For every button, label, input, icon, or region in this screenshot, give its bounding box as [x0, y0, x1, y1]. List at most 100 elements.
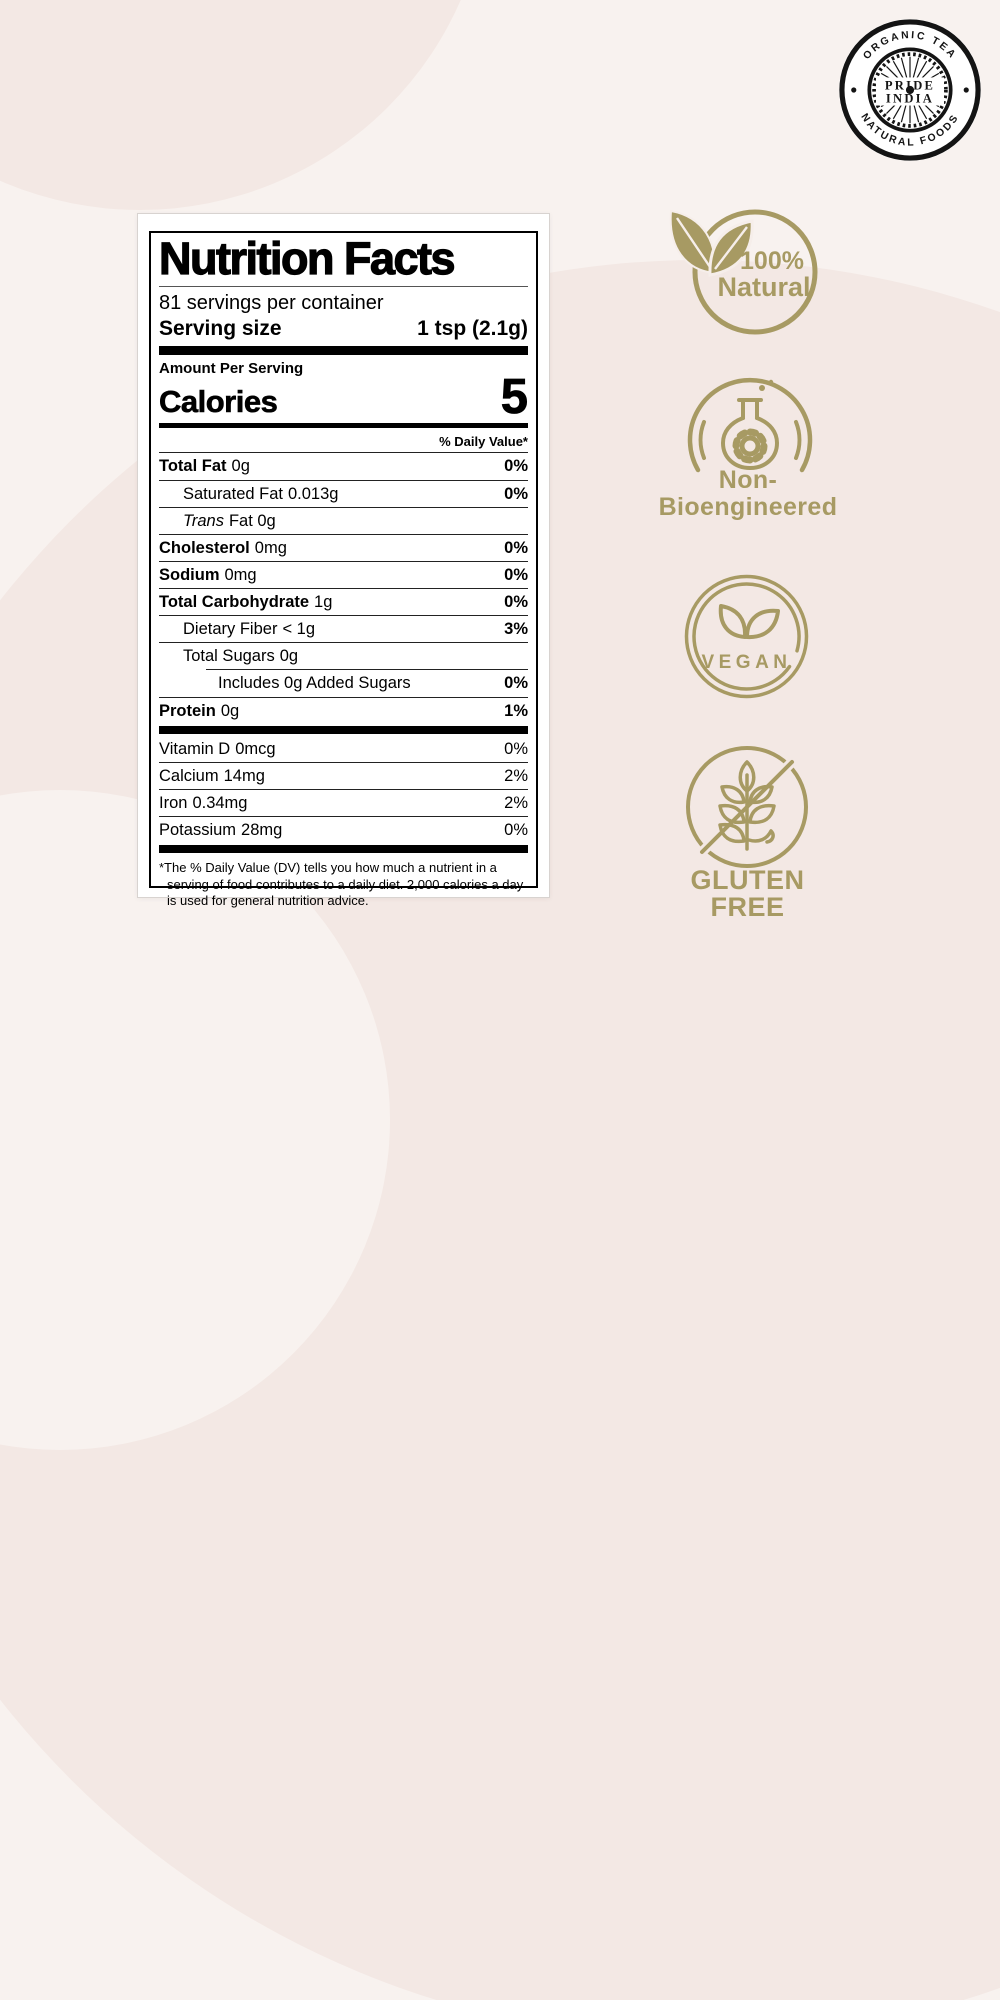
row-amount: 0g — [231, 457, 250, 476]
row-amount: 0.013g — [287, 484, 339, 503]
row-name: Potassium — [159, 821, 237, 840]
separator-dot — [851, 87, 857, 93]
row-amount: 0mg — [224, 565, 257, 584]
badge-gluten-free — [686, 746, 808, 868]
row-dv: 0% — [504, 593, 528, 612]
row-amount: 1g — [314, 593, 333, 612]
row-cholesterol: Cholesterol 0mg 0% — [159, 533, 528, 561]
row-name: Includes 0g Added Sugars — [218, 674, 411, 693]
badge-100-natural: 100% Natural — [669, 209, 818, 335]
row-sodium: Sodium 0mg 0% — [159, 560, 528, 588]
caption-line1: GLUTEN — [690, 865, 805, 895]
cog-ring-icon — [872, 52, 948, 128]
serving-size-value: 1 tsp (2.1g) — [417, 316, 528, 340]
nutrition-facts-card: Nutrition Facts 81 servings per containe… — [137, 213, 550, 908]
row-name: Calcium — [159, 766, 219, 785]
row-dietary-fiber: Dietary Fiber < 1g 3% — [159, 615, 528, 642]
nutrition-facts-box: Nutrition Facts 81 servings per containe… — [149, 231, 538, 908]
badge-circle — [692, 209, 818, 335]
sprout-leaves-icon — [718, 604, 780, 640]
no-wheat-icon — [700, 760, 794, 854]
row-dv: 2% — [504, 766, 528, 785]
serving-size-label: Serving size — [159, 316, 282, 340]
row-vitamin-d: Vitamin D 0mcg 0% — [159, 736, 528, 762]
row-amount: Fat 0g — [228, 511, 276, 530]
row-trans-fat: Trans Fat 0g — [159, 506, 528, 534]
flask-gear-icon — [687, 377, 813, 473]
row-potassium: Potassium 28mg 0% — [159, 816, 528, 843]
row-name: Total Fat — [159, 457, 227, 476]
row-name: Iron — [159, 793, 188, 812]
divider-bar — [159, 345, 528, 355]
row-dv: 0% — [504, 565, 528, 584]
row-amount: 0mg — [254, 538, 287, 557]
calories-label: Calories — [159, 383, 278, 419]
badge-natural-line2: Natural — [717, 272, 810, 302]
logo-center-dot — [905, 85, 915, 95]
background-blob-top-left — [0, 0, 490, 210]
row-saturated-fat: Saturated Fat 0.013g 0% — [159, 479, 528, 507]
row-calcium: Calcium 14mg 2% — [159, 761, 528, 789]
row-amount: 28mg — [241, 821, 283, 840]
row-iron: Iron 0.34mg 2% — [159, 788, 528, 816]
row-dv: 0% — [504, 739, 528, 758]
calories-row: Calories 5 — [159, 369, 529, 424]
row-dv: 0% — [504, 484, 528, 503]
row-name: Sodium — [159, 565, 220, 584]
caption-line1: Non- — [718, 466, 778, 494]
row-total-sugars: Total Sugars 0g — [159, 642, 528, 669]
badge-circle — [684, 574, 809, 699]
row-amount: 0mcg — [235, 739, 276, 758]
row-dv: 1% — [504, 701, 528, 720]
caption-line2: Bioengineered — [658, 493, 838, 521]
row-name: Total Sugars — [183, 647, 275, 666]
brand-logo: ORGANIC TEA NATURAL FOODS PRIDE INDIA — [838, 18, 982, 162]
row-name: Cholesterol — [159, 538, 250, 557]
row-name: Dietary Fiber — [183, 620, 278, 639]
row-name: Saturated Fat — [183, 484, 283, 503]
logo-brand-line1: PRIDE — [885, 78, 935, 92]
logo-brand-line2: INDIA — [886, 92, 934, 106]
row-amount: 0g — [220, 701, 240, 720]
serving-size-row: Serving size 1 tsp (2.1g) — [159, 315, 528, 346]
calories-value: 5 — [500, 369, 528, 424]
row-dv: 0% — [504, 674, 528, 693]
divider-bar — [159, 423, 528, 429]
leaves-icon — [669, 209, 754, 277]
row-name: Vitamin D — [159, 739, 231, 758]
badge-inner-circle — [692, 582, 801, 691]
badge-circle — [686, 746, 808, 868]
row-dv: 0% — [504, 821, 528, 840]
servings-per-container: 81 servings per container — [159, 291, 384, 314]
amount-per-serving: Amount Per Serving — [159, 359, 304, 377]
row-dv: 2% — [504, 793, 528, 812]
separator-dot — [963, 87, 969, 93]
divider-bar — [159, 845, 528, 854]
daily-value-footnote: *The % Daily Value (DV) tells you how mu… — [159, 860, 524, 909]
badge-gluten-free-caption: GLUTEN FREE — [640, 867, 855, 921]
logo-outer-ring — [839, 19, 981, 161]
divider-bar — [159, 725, 528, 734]
row-dv: 3% — [504, 620, 528, 639]
row-amount: 14mg — [223, 766, 265, 785]
row-added-sugars: Includes 0g Added Sugars 0% — [206, 669, 528, 696]
row-dv: 0% — [504, 457, 528, 476]
caption-line2: FREE — [710, 892, 785, 922]
row-amount: < 1g — [282, 620, 316, 639]
badge-natural-line1: 100% — [740, 247, 804, 275]
badge-vegan-caption: VEGAN — [701, 652, 791, 673]
row-amount: 0g — [279, 647, 299, 666]
row-name: Trans — [183, 511, 224, 530]
nutrition-facts-title: Nutrition Facts — [158, 235, 528, 287]
row-dv: 0% — [504, 538, 528, 557]
badge-vegan: VEGAN — [684, 574, 809, 699]
row-name: Protein — [159, 701, 216, 720]
row-protein: Protein 0g 1% — [159, 696, 528, 724]
badge-non-bioengineered — [687, 377, 813, 473]
badge-non-bioengineered-caption: Non- Bioengineered — [598, 467, 898, 521]
daily-value-header: % Daily Value* — [439, 434, 528, 450]
row-total-carbohydrate: Total Carbohydrate 1g 0% — [159, 588, 528, 615]
row-total-fat: Total Fat 0g 0% — [159, 452, 528, 479]
row-name: Total Carbohydrate — [159, 593, 310, 612]
row-amount: 0.34mg — [192, 793, 248, 812]
